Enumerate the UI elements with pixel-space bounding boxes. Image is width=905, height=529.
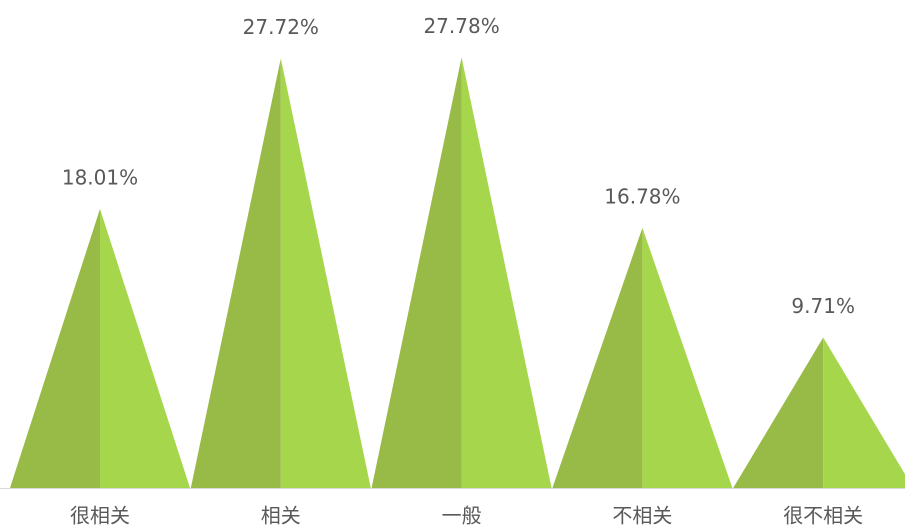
pyramid-right bbox=[280, 58, 371, 489]
pyramid-left bbox=[10, 208, 100, 488]
pyramid-right bbox=[461, 57, 552, 488]
pyramid-left bbox=[733, 337, 824, 488]
value-label: 27.78% bbox=[423, 14, 499, 38]
x-tick-label: 一般 bbox=[442, 504, 482, 528]
pyramid-left bbox=[371, 57, 462, 488]
value-label: 18.01% bbox=[62, 165, 138, 189]
pyramid-right bbox=[642, 227, 733, 488]
x-tick-label: 很相关 bbox=[70, 504, 130, 528]
value-label: 16.78% bbox=[604, 184, 680, 208]
x-tick-label: 相关 bbox=[261, 504, 301, 528]
x-tick-label: 不相关 bbox=[612, 504, 672, 528]
pyramid-left bbox=[190, 58, 281, 489]
pyramid-left bbox=[552, 227, 643, 488]
pyramid-right bbox=[100, 208, 190, 488]
x-tick-label: 很不相关 bbox=[783, 504, 863, 528]
pyramid-right bbox=[823, 337, 905, 488]
value-label: 9.71% bbox=[791, 294, 855, 318]
value-label: 27.72% bbox=[243, 15, 319, 39]
